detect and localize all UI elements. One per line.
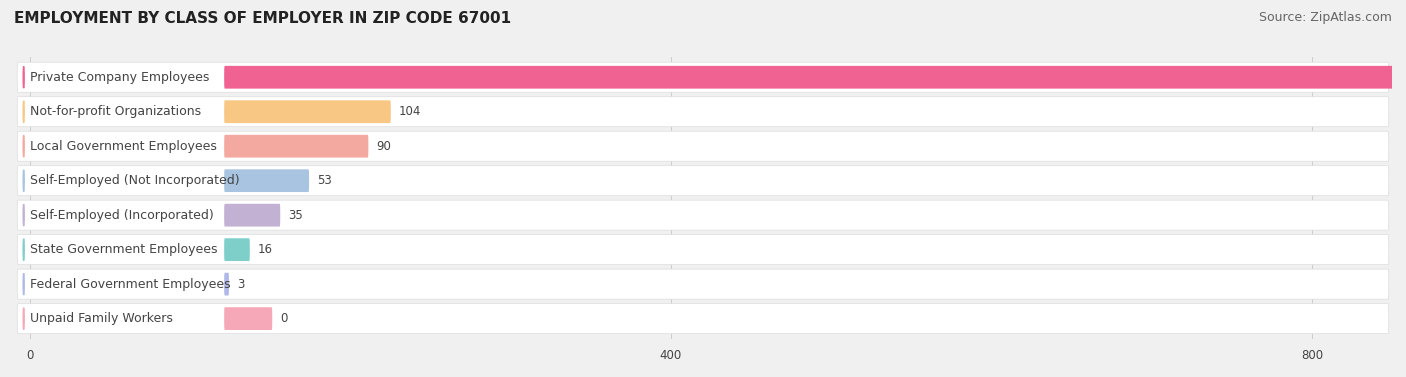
Text: 90: 90 [377,140,391,153]
FancyBboxPatch shape [17,234,1389,265]
FancyBboxPatch shape [224,135,368,158]
Text: Local Government Employees: Local Government Employees [30,140,217,153]
Text: Private Company Employees: Private Company Employees [30,71,209,84]
FancyBboxPatch shape [224,273,229,296]
FancyBboxPatch shape [224,204,280,227]
Text: Unpaid Family Workers: Unpaid Family Workers [30,312,173,325]
FancyBboxPatch shape [17,200,1389,230]
Text: Source: ZipAtlas.com: Source: ZipAtlas.com [1258,11,1392,24]
Text: EMPLOYMENT BY CLASS OF EMPLOYER IN ZIP CODE 67001: EMPLOYMENT BY CLASS OF EMPLOYER IN ZIP C… [14,11,512,26]
Text: 53: 53 [318,174,332,187]
FancyBboxPatch shape [224,66,1406,89]
Text: 35: 35 [288,208,304,222]
FancyBboxPatch shape [17,166,1389,196]
FancyBboxPatch shape [17,97,1389,127]
FancyBboxPatch shape [224,100,391,123]
FancyBboxPatch shape [17,303,1389,334]
Text: 16: 16 [257,243,273,256]
Text: 3: 3 [238,277,245,291]
FancyBboxPatch shape [17,62,1389,92]
Text: Not-for-profit Organizations: Not-for-profit Organizations [30,105,201,118]
FancyBboxPatch shape [17,131,1389,161]
Text: Self-Employed (Incorporated): Self-Employed (Incorporated) [30,208,214,222]
FancyBboxPatch shape [17,269,1389,299]
FancyBboxPatch shape [224,307,273,330]
Text: Self-Employed (Not Incorporated): Self-Employed (Not Incorporated) [30,174,239,187]
FancyBboxPatch shape [224,238,250,261]
Text: 0: 0 [280,312,288,325]
Text: 104: 104 [399,105,422,118]
Text: Federal Government Employees: Federal Government Employees [30,277,231,291]
Text: State Government Employees: State Government Employees [30,243,218,256]
FancyBboxPatch shape [224,169,309,192]
